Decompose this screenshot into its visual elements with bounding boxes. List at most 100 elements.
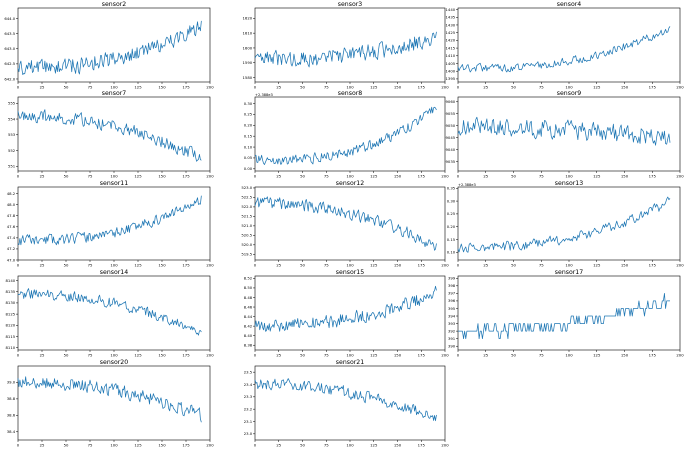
x-tick-label: 100 xyxy=(565,353,573,358)
chart-title: sensor13 xyxy=(555,180,583,187)
y-tick-label: 9055 xyxy=(446,111,456,116)
x-tick-label: 0 xyxy=(457,174,460,179)
y-tick-label: 520.5 xyxy=(241,233,252,238)
x-tick-label: 0 xyxy=(457,263,460,268)
chart-title: sensor8 xyxy=(338,90,363,97)
y-tick-label: 0.20 xyxy=(447,224,456,229)
y-tick-label: 642.5 xyxy=(4,61,15,66)
x-tick-label: 175 xyxy=(649,353,657,358)
x-tick-label: 150 xyxy=(394,85,402,90)
y-tick-label: 396 xyxy=(448,298,456,303)
chart-panel-sensor8: sensor8 +2.388e3 0 25 50 75 100 125 150 175 200 0.0… xyxy=(244,90,449,179)
x-tick-label: 200 xyxy=(441,263,449,268)
x-tick-label: 25 xyxy=(40,263,45,268)
y-tick-label: 391 xyxy=(448,336,456,341)
y-tick-label: 642.0 xyxy=(4,76,15,81)
chart-panel-sensor13: sensor13 +2.388e3 0 25 50 75 100 125 150 175 200 0.… xyxy=(447,180,684,268)
x-tick-label: 200 xyxy=(676,263,684,268)
y-tick-label: 23.3 xyxy=(244,394,253,399)
x-tick-label: 100 xyxy=(346,85,354,90)
x-tick-label: 50 xyxy=(300,263,305,268)
x-tick-label: 150 xyxy=(621,263,629,268)
y-tick-label: 555 xyxy=(8,101,16,106)
chart-panel-sensor17: sensor17 0 25 50 75 100 125 150 175 200 390 391 392 3… xyxy=(448,269,684,358)
x-tick-label: 200 xyxy=(206,85,214,90)
x-tick-label: 200 xyxy=(206,443,214,448)
chart-title: sensor17 xyxy=(555,269,583,276)
x-tick-label: 125 xyxy=(593,353,601,358)
y-tick-label: 1405 xyxy=(446,61,456,66)
y-tick-label: 8125 xyxy=(6,311,16,316)
x-tick-label: 75 xyxy=(88,443,93,448)
x-tick-label: 150 xyxy=(158,174,166,179)
x-tick-label: 0 xyxy=(457,353,460,358)
series-line-sensor13 xyxy=(457,196,671,253)
y-tick-label: 23.4 xyxy=(244,382,253,387)
chart-title: sensor11 xyxy=(100,180,128,187)
x-tick-label: 50 xyxy=(64,353,69,358)
x-tick-label: 175 xyxy=(182,85,190,90)
y-tick-label: 23.0 xyxy=(244,431,253,436)
y-tick-label: 1610 xyxy=(243,30,253,35)
x-tick-label: 200 xyxy=(206,174,214,179)
x-tick-label: 50 xyxy=(300,353,305,358)
y-tick-label: 8.38 xyxy=(244,343,253,348)
y-tick-label: 395 xyxy=(448,306,456,311)
x-tick-label: 100 xyxy=(110,263,118,268)
y-tick-label: 8120 xyxy=(6,323,16,328)
y-tick-label: 390 xyxy=(448,344,456,349)
axes-frame xyxy=(17,96,211,172)
x-tick-label: 50 xyxy=(300,85,305,90)
y-tick-label: 1425 xyxy=(446,30,456,35)
y-tick-label: 23.2 xyxy=(244,406,253,411)
x-tick-label: 125 xyxy=(370,174,378,179)
x-tick-label: 100 xyxy=(346,263,354,268)
axes-frame xyxy=(457,275,681,351)
x-tick-label: 0 xyxy=(17,263,20,268)
x-tick-label: 75 xyxy=(539,174,544,179)
x-tick-label: 125 xyxy=(134,174,142,179)
x-tick-label: 150 xyxy=(621,353,629,358)
x-tick-label: 0 xyxy=(254,174,257,179)
x-tick-label: 75 xyxy=(324,85,329,90)
x-tick-label: 200 xyxy=(441,174,449,179)
x-tick-label: 125 xyxy=(134,85,142,90)
x-tick-label: 25 xyxy=(483,85,488,90)
y-tick-label: 643.0 xyxy=(4,46,15,51)
y-tick-label: 0.10 xyxy=(447,250,456,255)
y-tick-label: 0.20 xyxy=(244,123,253,128)
series-line-sensor17 xyxy=(458,292,671,340)
x-tick-label: 25 xyxy=(276,85,281,90)
x-tick-label: 0 xyxy=(254,353,257,358)
x-tick-label: 125 xyxy=(370,353,378,358)
x-tick-label: 200 xyxy=(206,353,214,358)
y-tick-label: 1395 xyxy=(446,76,456,81)
x-tick-label: 175 xyxy=(649,85,657,90)
chart-title: sensor9 xyxy=(557,90,582,97)
y-tick-label: 1435 xyxy=(446,15,456,20)
x-tick-label: 125 xyxy=(134,263,142,268)
y-tick-label: 0.30 xyxy=(447,198,456,203)
y-tick-label: 8.50 xyxy=(244,285,253,290)
x-tick-label: 25 xyxy=(40,174,45,179)
chart-panel-sensor12: sensor12 0 25 50 75 100 125 150 175 200 519.5 520.0… xyxy=(241,180,449,268)
x-tick-label: 150 xyxy=(394,353,402,358)
y-tick-label: 8140 xyxy=(6,278,16,283)
y-tick-label: 48.0 xyxy=(7,202,16,207)
y-tick-label: 1620 xyxy=(243,16,253,21)
y-tick-label: 0.15 xyxy=(244,133,253,138)
x-tick-label: 100 xyxy=(110,443,118,448)
x-tick-label: 175 xyxy=(418,85,426,90)
y-tick-label: 1400 xyxy=(446,69,456,74)
series-line-sensor2 xyxy=(17,20,202,76)
x-tick-label: 75 xyxy=(539,353,544,358)
chart-title: sensor2 xyxy=(102,1,127,8)
x-tick-label: 75 xyxy=(539,263,544,268)
x-tick-label: 75 xyxy=(88,85,93,90)
series-line-sensor11 xyxy=(17,195,202,246)
y-tick-label: 393 xyxy=(448,321,456,326)
y-tick-label: 38.4 xyxy=(7,429,16,434)
x-tick-label: 50 xyxy=(64,174,69,179)
y-tick-label: 1590 xyxy=(243,60,253,65)
x-tick-label: 125 xyxy=(370,85,378,90)
